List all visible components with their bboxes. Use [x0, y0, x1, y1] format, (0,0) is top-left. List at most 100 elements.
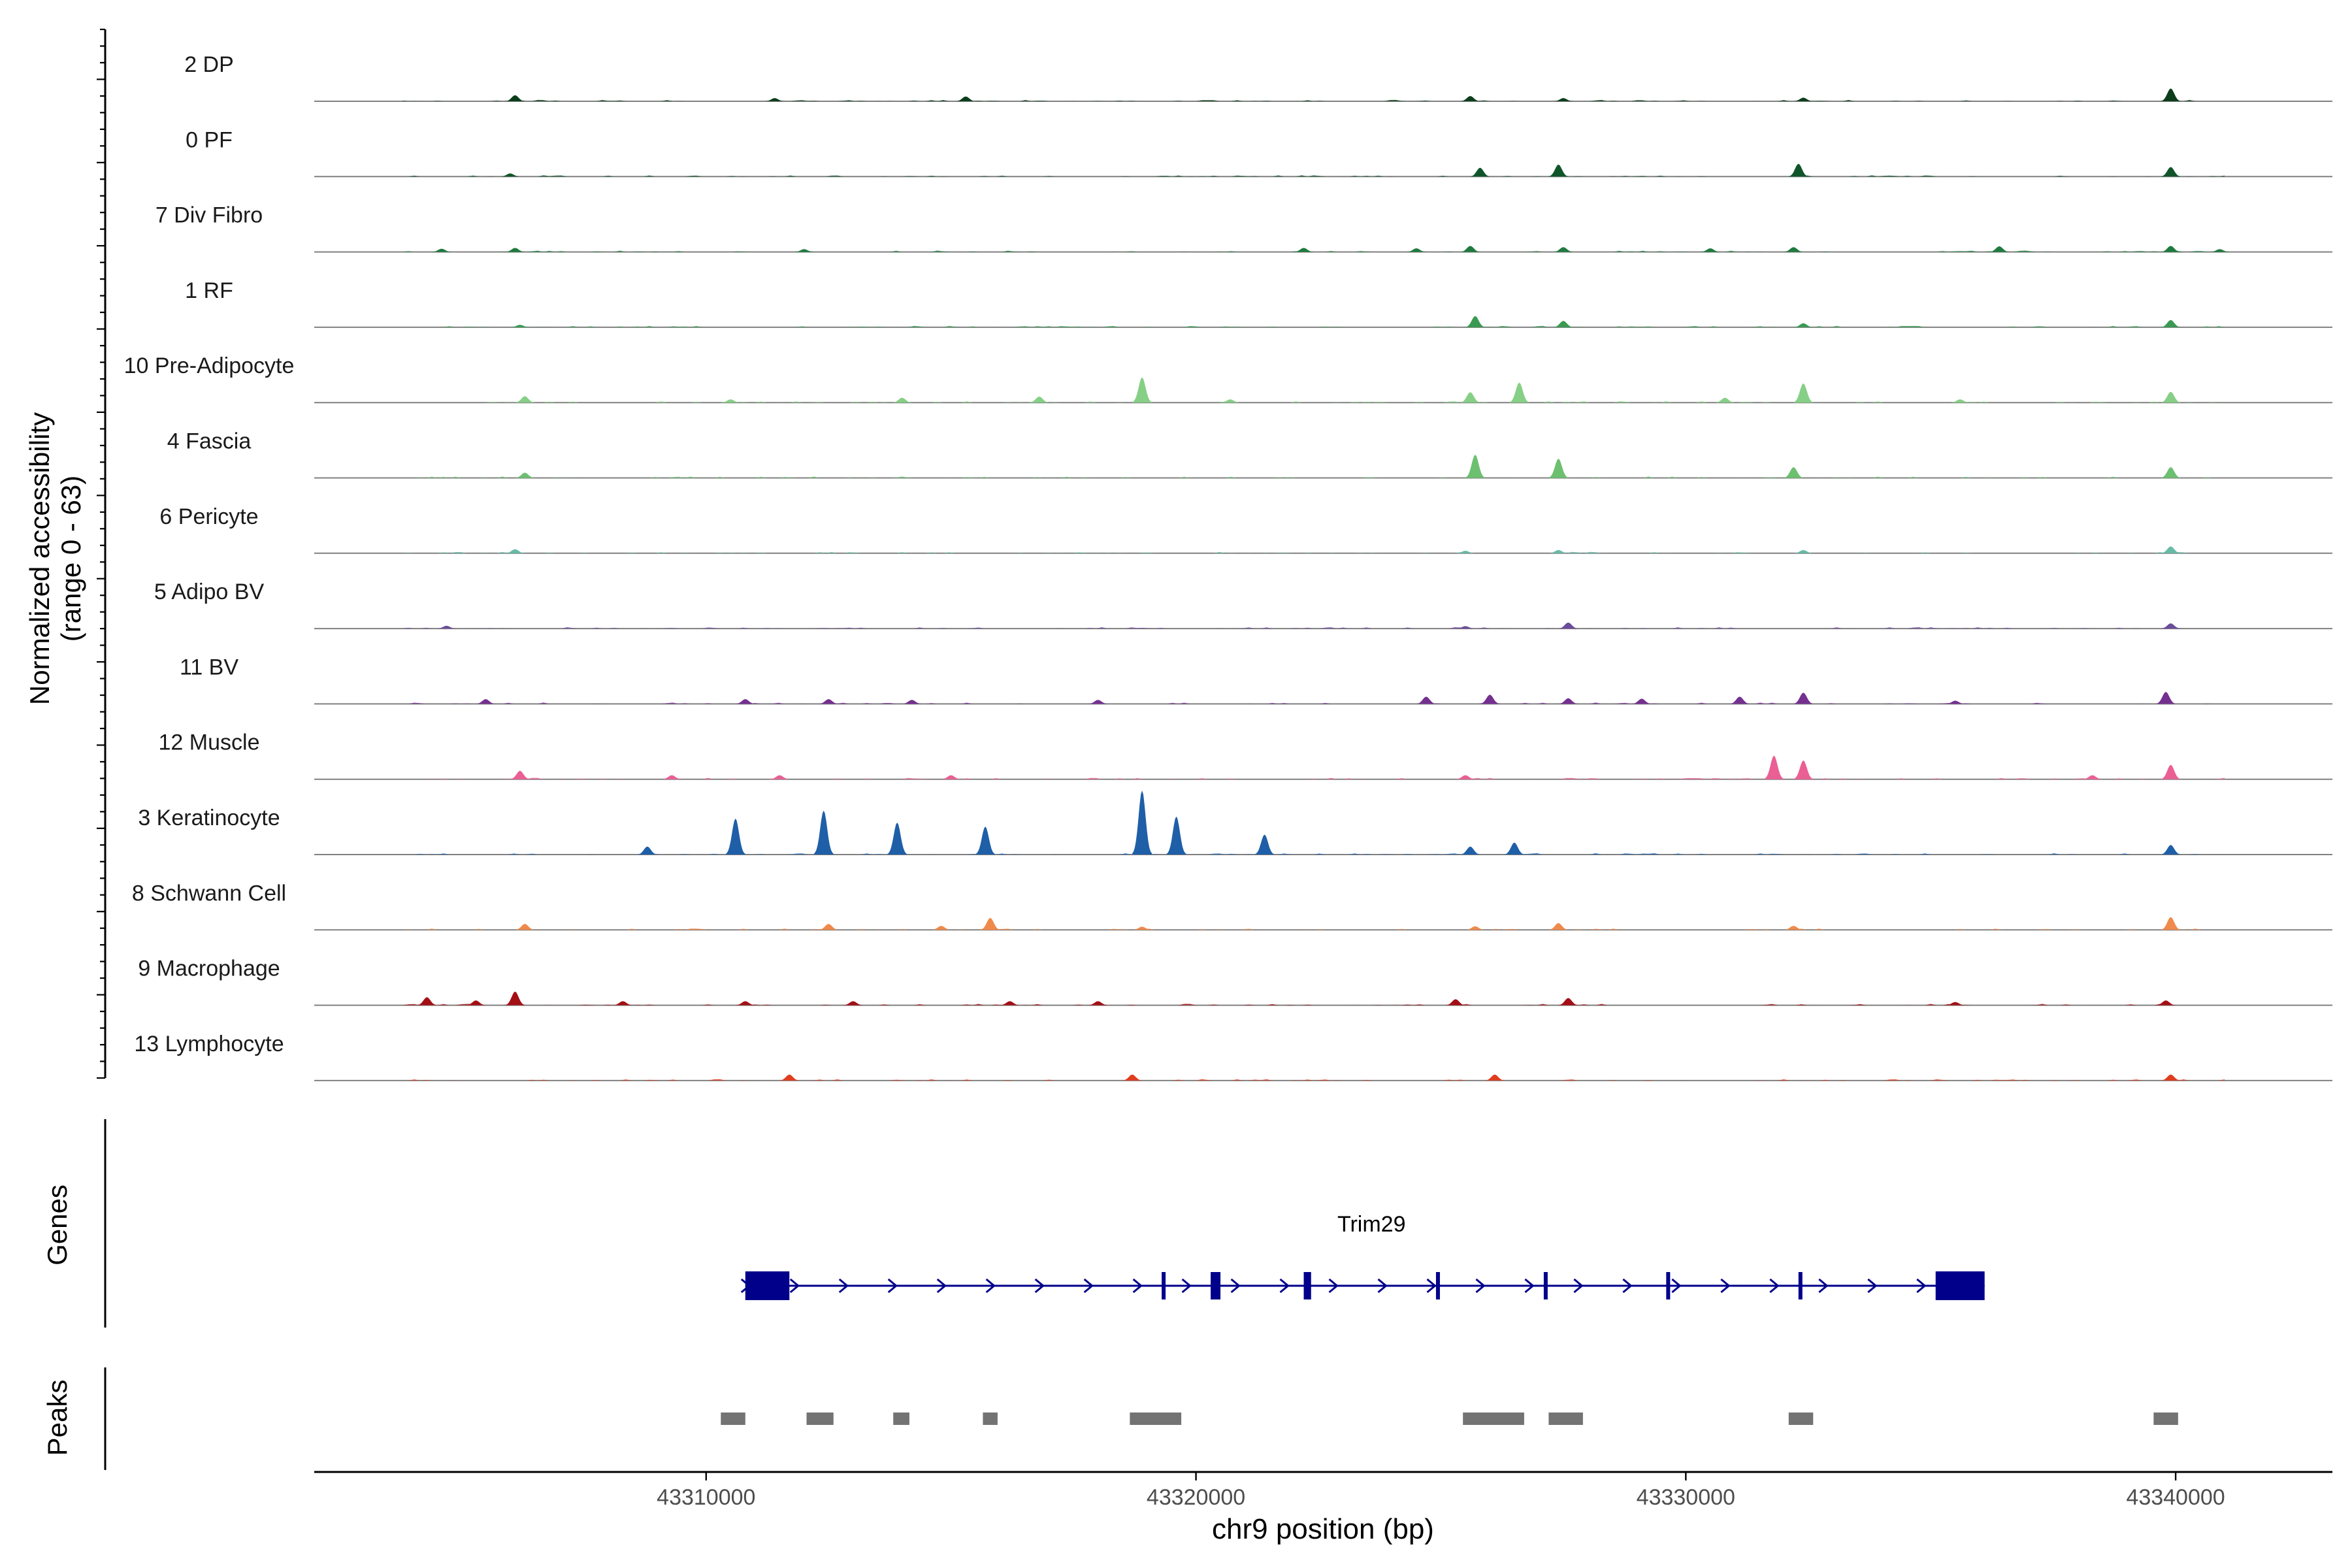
track-peak	[1558, 622, 1578, 629]
track-peak	[466, 1000, 486, 1005]
track-10: 3 Keratinocyte	[138, 791, 2332, 855]
strand-arrow	[1328, 1278, 1339, 1294]
track-peak	[1553, 321, 1573, 327]
track-peak	[2161, 764, 2181, 779]
track-peak	[417, 997, 437, 1005]
track-peak	[1504, 842, 1524, 855]
track-peak	[1553, 247, 1573, 252]
peaks-panel-label: Peaks	[42, 1380, 73, 1456]
track-peak	[505, 248, 525, 252]
track-4: 10 Pre-Adipocyte	[124, 353, 2332, 404]
peaks-panel	[721, 1413, 2178, 1425]
track-peak	[1548, 164, 1569, 177]
strand-arrow	[838, 1278, 849, 1294]
track-peak	[1132, 926, 1152, 930]
track-peak	[505, 991, 525, 1005]
track-peak	[1788, 163, 1808, 177]
track-peak	[735, 1001, 755, 1005]
gene-exon	[1162, 1272, 1166, 1299]
strand-arrow	[1132, 1278, 1143, 1294]
track-peak	[1784, 926, 1804, 930]
track-peak	[1455, 626, 1475, 629]
track-peak	[2161, 246, 2181, 252]
track-peak	[1793, 383, 1814, 403]
track-peak	[794, 249, 814, 252]
x-tick-label: 43340000	[2126, 1485, 2225, 1510]
strand-arrow	[1426, 1278, 1437, 1294]
track-peak	[1460, 96, 1480, 101]
track-peak	[1793, 97, 1814, 101]
track-label: 10 Pre-Adipocyte	[124, 353, 295, 378]
track-peak	[1484, 1074, 1505, 1081]
track-peak	[1548, 923, 1569, 930]
track-peak	[1631, 698, 1652, 704]
track-peak	[500, 173, 520, 177]
track-13: 13 Lymphocyte	[134, 1032, 2332, 1081]
track-peak	[1294, 248, 1314, 252]
track-label: 2 DP	[184, 52, 234, 77]
gene-exon	[1935, 1271, 1985, 1300]
strand-arrow	[1671, 1278, 1682, 1294]
track-peak	[662, 775, 682, 779]
track-12: 9 Macrophage	[138, 956, 2332, 1006]
track-peak	[1793, 323, 1814, 327]
track-peak	[1166, 816, 1186, 855]
strand-arrow	[1769, 1278, 1780, 1294]
track-label: 1 RF	[185, 278, 233, 303]
track-6: 6 Pericyte	[159, 504, 2332, 554]
track-background-signal	[402, 551, 2225, 553]
strand-arrow	[1916, 1278, 1927, 1294]
track-peak	[1793, 693, 1814, 704]
y-axis-title-line1: Normalized accessibility	[24, 412, 55, 705]
track-peak	[941, 775, 961, 779]
track-peak	[1945, 700, 1965, 704]
track-peak	[1088, 700, 1108, 704]
track-peak	[2161, 546, 2181, 553]
strand-arrow	[936, 1278, 947, 1294]
track-peak	[975, 826, 996, 855]
track-peak	[764, 98, 785, 101]
strand-arrow	[985, 1278, 996, 1294]
track-peak	[2161, 319, 2181, 327]
track-peak	[476, 699, 496, 704]
strand-arrow	[1622, 1278, 1633, 1294]
track-label: 4 Fascia	[167, 429, 252, 454]
track-peak	[819, 699, 839, 704]
track-peak	[2156, 692, 2176, 704]
strand-arrow	[1377, 1278, 1388, 1294]
track-peak	[510, 325, 530, 327]
strand-arrow	[1720, 1278, 1731, 1294]
track-label: 13 Lymphocyte	[134, 1032, 284, 1056]
coverage-tracks: 2 DP 0 PF 7 Div Fibro 1 RF 10 Pre-Adipocyte 4…	[124, 52, 2332, 1081]
strand-arrow	[1867, 1278, 1878, 1294]
peak-region	[721, 1413, 745, 1425]
track-peak	[2161, 88, 2181, 101]
strand-arrow	[1083, 1278, 1094, 1294]
track-8: 11 BV	[180, 655, 2332, 705]
gene-exon	[1435, 1272, 1440, 1299]
track-peak	[887, 823, 907, 855]
strand-arrow	[1279, 1278, 1290, 1294]
track-label: 6 Pericyte	[159, 504, 258, 529]
track-peak	[2161, 845, 2181, 855]
track-peak	[2161, 1074, 2181, 1081]
peak-region	[893, 1413, 909, 1425]
strand-arrow	[1034, 1278, 1045, 1294]
track-peak	[1480, 694, 1500, 704]
track-peak	[515, 396, 535, 403]
gene-exon	[1798, 1272, 1803, 1299]
strand-arrow	[887, 1278, 898, 1294]
track-peak	[1470, 167, 1490, 177]
track-peak	[1455, 775, 1475, 779]
strand-arrow	[1181, 1278, 1192, 1294]
track-peak	[505, 549, 525, 553]
x-axis-title: chr9 position (bp)	[1212, 1513, 1434, 1545]
track-peak	[843, 1001, 863, 1005]
track-label: 12 Muscle	[159, 730, 260, 755]
track-peak	[721, 399, 741, 403]
peak-region	[2153, 1413, 2178, 1425]
track-background-signal	[402, 928, 2225, 930]
track-peak	[613, 1001, 633, 1005]
track-9: 12 Muscle	[159, 730, 2332, 780]
